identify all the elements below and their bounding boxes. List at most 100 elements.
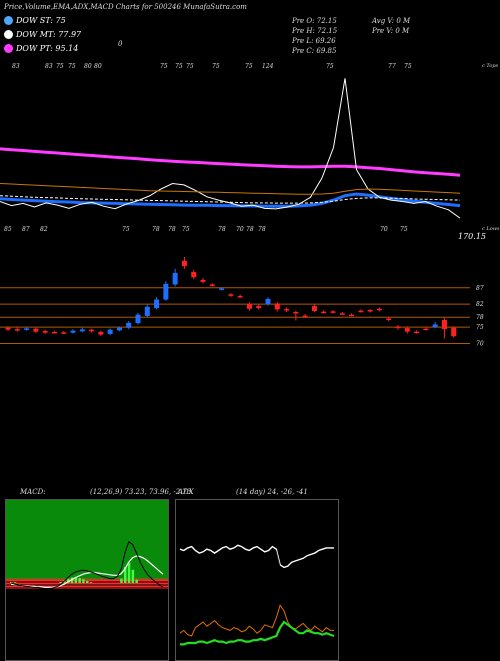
macd-hist-bar-32: [131, 569, 135, 583]
small-mark: 0: [118, 40, 123, 48]
candle-body-29: [274, 303, 280, 310]
candle-body-36: [339, 313, 345, 315]
dow-pt-swatch: [4, 44, 13, 53]
level-lines: [0, 287, 470, 344]
top-label-14: 75: [404, 63, 412, 70]
top-label-10: 75: [245, 63, 253, 70]
macd-hist-bar-20: [86, 580, 89, 583]
dow-st-swatch: [4, 16, 13, 25]
candle-body-35: [330, 311, 336, 313]
candle-body-41: [386, 318, 392, 321]
adx-title: ADX: [178, 488, 194, 496]
site-name: MunafaSutra.com: [183, 3, 247, 11]
candle-body-8: [79, 329, 85, 332]
candle-body-43: [404, 328, 410, 332]
price-readout: 170.15: [458, 232, 486, 241]
top-label-3: 75: [68, 63, 76, 70]
top-label-2: 75: [56, 63, 64, 70]
candle-body-23: [219, 288, 225, 290]
candle-body-22: [209, 284, 215, 286]
adx-line: [180, 620, 335, 646]
low-label-11: 70: [380, 226, 388, 233]
candle-body-12: [116, 327, 122, 331]
pre-close: Pre C: 69.85: [292, 47, 337, 55]
candle-body-14: [135, 314, 141, 324]
avg-volume: Avg V: 0 M: [372, 17, 411, 25]
candle-body-7: [70, 330, 76, 333]
low-label-8: 70: [236, 226, 244, 233]
candle-body-19: [181, 260, 187, 267]
top-label-6: 75: [160, 63, 168, 70]
price-lines: [0, 78, 461, 219]
macd-hist-bar-33: [135, 579, 138, 583]
level-label-4: 70: [476, 340, 484, 347]
macd-upper-band: [6, 500, 168, 580]
candle-body-17: [163, 283, 169, 300]
macd-lower-band: [6, 580, 168, 660]
upper-label: c Tops: [482, 63, 499, 69]
top-label-11: 124: [262, 63, 274, 70]
pre-high: Pre H: 72.15: [292, 27, 338, 35]
candle-body-11: [107, 329, 113, 334]
top-label-9: 75: [212, 63, 220, 70]
candle-body-33: [311, 306, 317, 312]
low-label-10: 78: [258, 226, 266, 233]
series-line-0: [0, 192, 461, 208]
level-label-2: 78: [476, 314, 484, 321]
series-line-3: [0, 78, 461, 219]
candle-body-4: [42, 331, 48, 333]
top-label-13: 77: [388, 63, 396, 70]
candle-body-26: [246, 304, 252, 309]
low-label-7: 78: [218, 226, 226, 233]
adx-params: (14 day) 24, -26, -41: [236, 488, 308, 496]
macd-line: [10, 541, 164, 589]
candle-body-45: [423, 328, 429, 331]
candle-body-40: [376, 308, 382, 311]
low-label-2: 82: [40, 226, 48, 233]
adx-di-plus-line: [179, 604, 334, 637]
candle-body-25: [237, 295, 243, 298]
candle-body-34: [321, 311, 327, 314]
low-label-9: 78: [246, 226, 254, 233]
top-label-12: 75: [326, 63, 334, 70]
macd-hist-bar-31: [127, 562, 131, 583]
level-label-3: 75: [476, 324, 484, 331]
chart-title: Price,Volume,EMA,ADX,MACD Charts for 500…: [4, 3, 247, 11]
low-label-12: 75: [400, 226, 408, 233]
candle-body-37: [349, 314, 355, 317]
top-label-5: 80: [94, 63, 102, 70]
adx-di-minus-line: [179, 544, 334, 569]
candle-body-16: [154, 299, 160, 309]
candle-body-44: [414, 331, 420, 334]
macd-hist-bar-21: [89, 582, 93, 583]
candle-body-24: [228, 294, 234, 296]
series-line-1: [0, 195, 461, 204]
low-label-0: 85: [4, 226, 12, 233]
macd-hist-bar-18: [78, 578, 81, 583]
candle-body-1: [14, 329, 20, 331]
top-label-1: 83: [45, 63, 53, 70]
adx-panel: [175, 499, 339, 661]
candle-body-3: [33, 328, 39, 332]
legend-dow-mt: DOW MT: 77.97: [4, 30, 81, 39]
candle-body-2: [24, 328, 30, 330]
candle-body-9: [89, 329, 95, 332]
low-label-1: 87: [22, 226, 30, 233]
candle-body-15: [144, 306, 150, 316]
chart-title-text: Price,Volume,EMA,ADX,MACD Charts for 500…: [4, 3, 181, 11]
candle-body-39: [367, 310, 373, 312]
candle-body-47: [441, 319, 447, 330]
candlesticks: [5, 256, 457, 339]
macd-hist-bar-16: [70, 577, 74, 583]
macd-hist-bar-19: [82, 579, 85, 583]
macd-hist-bar-29: [120, 578, 123, 583]
candle-body-48: [451, 327, 457, 337]
level-label-1: 82: [476, 301, 484, 308]
candle-body-0: [5, 327, 11, 330]
top-label-7: 75: [175, 63, 183, 70]
candle-body-6: [61, 332, 67, 334]
macd-name: MACD: [20, 488, 44, 496]
legend-dow-st: DOW ST: 75: [4, 16, 66, 25]
